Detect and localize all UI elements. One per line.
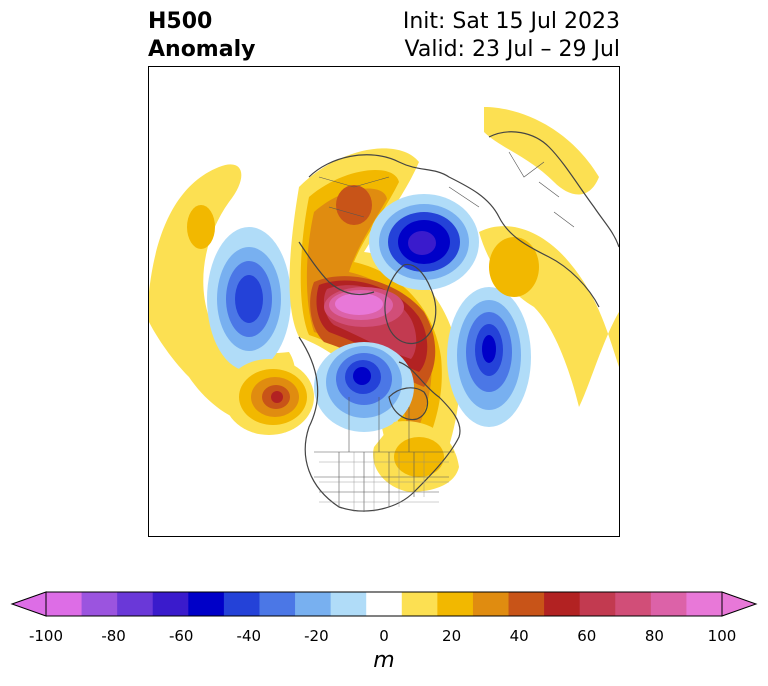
anomaly-negative-atlantic-5 (482, 335, 496, 363)
title-variable: H500 (148, 9, 213, 34)
colorbar-segment (46, 592, 83, 616)
colorbar-segment (81, 592, 118, 616)
coastline-alaska (298, 241, 375, 296)
colorbar-segment (117, 592, 154, 616)
colorbar-tick-label: 100 (707, 627, 737, 645)
colorbar-segment (615, 592, 652, 616)
colorbar-over-extension (721, 591, 758, 617)
colorbar-segment (295, 592, 332, 616)
anomaly-positive-europe (484, 107, 599, 195)
colorbar-segment (223, 592, 260, 616)
colorbar-tick-label: 80 (644, 627, 664, 645)
anomaly-positive-east-us-2 (394, 437, 444, 477)
coastline-hudson-bay (388, 387, 429, 421)
colorbar-tick-label: -40 (236, 627, 262, 645)
anomaly-positive-pacific-core (187, 205, 215, 249)
colorbar-segment (437, 592, 474, 616)
colorbar-tick-label: 60 (577, 627, 597, 645)
anomaly-map-canvas (149, 107, 619, 512)
coastline-north-america (298, 336, 461, 512)
colorbar-segment (259, 592, 296, 616)
colorbar-segment (544, 592, 581, 616)
colorbar-segment (650, 592, 687, 616)
anomaly-positive-arctic-4 (336, 185, 372, 225)
coastline-europe (488, 131, 619, 248)
colorbar-tick-label: 0 (379, 627, 389, 645)
graticule (319, 452, 449, 512)
colorbar-tick-label: -100 (28, 627, 64, 645)
colorbar-tick-label: 20 (442, 627, 462, 645)
colorbar-tick-label: -80 (101, 627, 126, 645)
title-right: Init: Sat 15 Jul 2023 Valid: 23 Jul – 29… (403, 8, 620, 64)
title-left: H500 Anomaly (148, 8, 255, 64)
anomaly-negative-barents-5 (408, 231, 436, 255)
colorbar-tick-label: -20 (304, 627, 329, 645)
border-europe (508, 151, 575, 228)
anomaly-fill-layer (149, 107, 619, 492)
colorbar-segment (579, 592, 616, 616)
colorbar-segment (401, 592, 438, 616)
coastline-greenland (384, 263, 437, 344)
anomaly-positive-central-pacific-5 (271, 391, 283, 403)
graticule-lines (319, 452, 449, 512)
colorbar-segment (366, 592, 403, 616)
title-field: Anomaly (148, 37, 256, 62)
anomaly-map (148, 66, 620, 537)
border-us-states-2 (314, 476, 449, 493)
colorbar-segment (686, 592, 723, 616)
colorbar-segment (472, 592, 510, 616)
colorbar-segment (152, 592, 189, 616)
coastline-eurasia (308, 154, 600, 308)
colorbar-segment (188, 592, 225, 616)
border-canada-provinces (348, 397, 410, 452)
colorbar-segments (10, 591, 758, 617)
colorbar-tick-label: -60 (168, 627, 194, 645)
colorbar-segment (330, 592, 367, 616)
anomaly-negative-canada-5 (353, 367, 371, 385)
colorbar-frame (45, 591, 723, 617)
valid-range: Valid: 23 Jul – 29 Jul (404, 37, 620, 62)
anomaly-positive-arctic-10 (335, 293, 383, 315)
colorbar-under-extension (10, 591, 47, 617)
colorbar-segment (508, 592, 545, 616)
coastlines (298, 131, 619, 512)
anomaly-positive-siberia-2 (489, 237, 539, 297)
init-date: Init: Sat 15 Jul 2023 (402, 9, 620, 34)
colorbar (10, 591, 758, 617)
colorbar-tick-label: 40 (509, 627, 529, 645)
border-asia (318, 176, 480, 218)
anomaly-negative-pacific-4 (235, 275, 263, 323)
colorbar-unit-label: m (373, 648, 395, 673)
